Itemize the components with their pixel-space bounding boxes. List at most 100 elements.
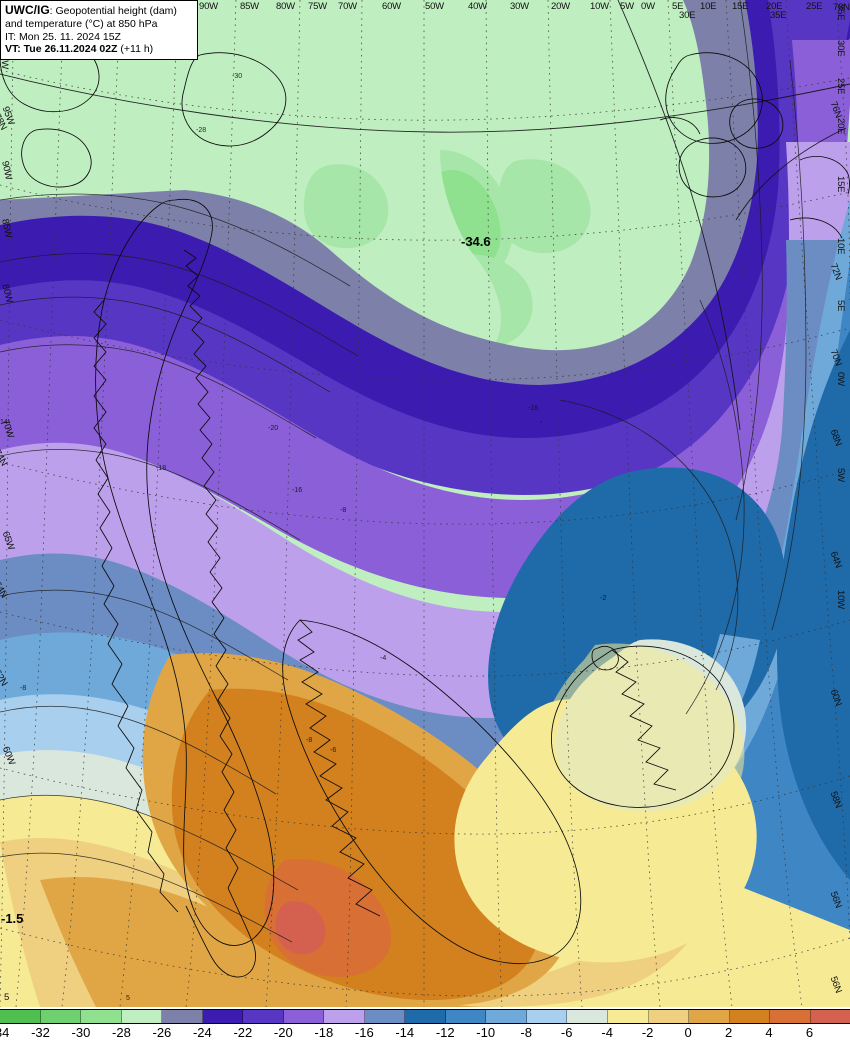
grat-label-top-4: 70W xyxy=(338,1,357,12)
svg-text:-2: -2 xyxy=(600,595,606,602)
colorbar-tick--18: -18 xyxy=(314,1025,334,1040)
colorbar-swatch-2[interactable] xyxy=(81,1010,122,1023)
grat-label-top-16: 20E xyxy=(766,1,783,12)
colorbar-tick-0: 0 xyxy=(684,1025,692,1040)
colorbar-tick--26: -26 xyxy=(152,1025,172,1040)
grat-label-top-14: 10E xyxy=(700,1,717,12)
map-title-box: UWC/IG: Geopotential height (dam) and te… xyxy=(0,0,198,61)
grat-label-top-11: 5W xyxy=(620,1,634,12)
colorbar-tick--34: -34 xyxy=(0,1025,10,1040)
colorbar-tick--24: -24 xyxy=(192,1025,212,1040)
grat-label-left-12: 5 xyxy=(4,992,10,1003)
colorbar-swatch-0[interactable] xyxy=(0,1010,41,1023)
colorbar-ticks: -34-32-30-28-26-24-22-20-18-16-14-12-10-… xyxy=(0,1025,850,1041)
colorbar-tick--28: -28 xyxy=(112,1025,131,1040)
svg-text:-16: -16 xyxy=(292,487,302,494)
grat-label-top-5: 60W xyxy=(382,1,401,12)
colorbar-swatch-10[interactable] xyxy=(405,1010,446,1023)
colorbar-swatch-13[interactable] xyxy=(526,1010,568,1023)
colorbar-tick--30: -30 xyxy=(71,1025,91,1040)
colorbar-swatch-1[interactable] xyxy=(40,1010,82,1023)
grat-label-top-3: 75W xyxy=(308,1,327,12)
temperature-field-svg: -30 -28 -20 -18 -16 -14 -16 -2 -6 -8 -8 … xyxy=(0,0,850,1007)
colorbar-tick--12: -12 xyxy=(435,1025,455,1040)
grat-label-right-2: 30E xyxy=(835,40,846,57)
grat-label-top-9: 20W xyxy=(551,1,570,12)
colorbar-tick--32: -32 xyxy=(31,1025,50,1040)
valid-time-offset: (+11 h) xyxy=(117,43,154,56)
grat-label-right-1: 35E xyxy=(835,4,846,21)
grat-label-top-13: 5E xyxy=(672,1,684,12)
temperature-colorbar[interactable]: -34-32-30-28-26-24-22-20-18-16-14-12-10-… xyxy=(0,1007,850,1041)
colorbar-swatch-5[interactable] xyxy=(202,1010,244,1023)
svg-text:-20: -20 xyxy=(268,425,278,432)
colorbar-tick--20: -20 xyxy=(273,1025,293,1040)
svg-text:-6: -6 xyxy=(330,747,336,754)
colorbar-tick-4: 4 xyxy=(765,1025,773,1040)
colorbar-swatch-12[interactable] xyxy=(486,1010,527,1023)
min-temperature-label: -34.6 xyxy=(461,234,491,249)
title-desc: : Geopotential height (dam) xyxy=(49,5,177,17)
svg-text:-4: -4 xyxy=(380,655,386,662)
grat-label-top-2: 80W xyxy=(276,1,295,12)
grat-label-top-0: 90W xyxy=(199,1,218,12)
grat-label-right-13: 5W xyxy=(835,468,846,482)
grat-label-right-6: 15E xyxy=(835,176,846,193)
colorbar-swatch-17[interactable] xyxy=(689,1010,730,1023)
init-time-label: IT: Mon 25. 11. 2024 15Z xyxy=(5,30,121,43)
grat-label-top-8: 30W xyxy=(510,1,529,12)
colorbar-swatch-16[interactable] xyxy=(648,1010,690,1023)
valid-time-label: VT: Tue 26.11.2024 02Z xyxy=(5,43,118,56)
colorbar-tick--2: -2 xyxy=(641,1025,654,1040)
colorbar-swatch-11[interactable] xyxy=(445,1010,487,1023)
grat-label-top-18: 30E xyxy=(679,10,696,21)
grat-label-right-3: 25E xyxy=(835,78,846,95)
colorbar-swatch-20[interactable] xyxy=(810,1010,850,1023)
colorbar-swatch-8[interactable] xyxy=(324,1010,365,1023)
grat-label-top-1: 85W xyxy=(240,1,259,12)
svg-text:-28: -28 xyxy=(196,127,206,134)
colorbar-swatches[interactable] xyxy=(0,1009,850,1024)
svg-text:-30: -30 xyxy=(232,73,242,80)
title-line-1: UWC/IG: Geopotential height (dam) xyxy=(5,3,193,18)
svg-text:-8: -8 xyxy=(20,685,26,692)
svg-text:-16: -16 xyxy=(528,405,538,412)
grat-label-top-20: 78N xyxy=(833,2,850,13)
colorbar-swatch-14[interactable] xyxy=(567,1010,608,1023)
colorbar-swatch-18[interactable] xyxy=(729,1010,771,1023)
grat-label-right-9: 5E xyxy=(835,300,846,312)
svg-text:5: 5 xyxy=(126,995,130,1002)
model-name: UWC/IG xyxy=(5,3,50,17)
colorbar-tick--4: -4 xyxy=(601,1025,613,1040)
grat-label-top-10: 10W xyxy=(590,1,609,12)
grat-label-right-7: 10E xyxy=(835,238,846,255)
colorbar-tick--10: -10 xyxy=(476,1025,496,1040)
colorbar-swatch-7[interactable] xyxy=(283,1010,325,1023)
colorbar-tick--6: -6 xyxy=(560,1025,573,1040)
svg-text:-18: -18 xyxy=(156,465,166,472)
colorbar-tick--16: -16 xyxy=(354,1025,374,1040)
colorbar-swatch-15[interactable] xyxy=(607,1010,649,1023)
grat-label-top-6: 50W xyxy=(425,1,444,12)
colorbar-swatch-19[interactable] xyxy=(770,1010,811,1023)
grat-label-top-12: 0W xyxy=(641,1,655,12)
grat-label-right-5: 20E xyxy=(835,118,846,135)
colorbar-swatch-6[interactable] xyxy=(243,1010,284,1023)
title-line-2: and temperature (°C) at 850 hPa xyxy=(5,17,158,30)
grat-label-top-15: 15E xyxy=(732,1,749,12)
grat-label-right-15: 10W xyxy=(835,590,846,609)
colorbar-swatch-3[interactable] xyxy=(121,1010,163,1023)
valid-time-line: VT: Tue 26.11.2024 02Z (+11 h) xyxy=(5,43,193,56)
map-canvas[interactable]: -30 -28 -20 -18 -16 -14 -16 -2 -6 -8 -8 … xyxy=(0,0,850,1007)
colorbar-tick--8: -8 xyxy=(520,1025,532,1040)
grat-label-top-19: 35E xyxy=(770,10,787,21)
svg-text:-8: -8 xyxy=(340,507,346,514)
grat-label-right-11: 0W xyxy=(835,372,846,386)
colorbar-swatch-9[interactable] xyxy=(364,1010,406,1023)
grat-label-top-17: 25E xyxy=(806,1,823,12)
colorbar-tick--22: -22 xyxy=(233,1025,253,1040)
colorbar-tick--14: -14 xyxy=(395,1025,415,1040)
grat-label-top-7: 40W xyxy=(468,1,487,12)
colorbar-swatch-4[interactable] xyxy=(162,1010,203,1023)
